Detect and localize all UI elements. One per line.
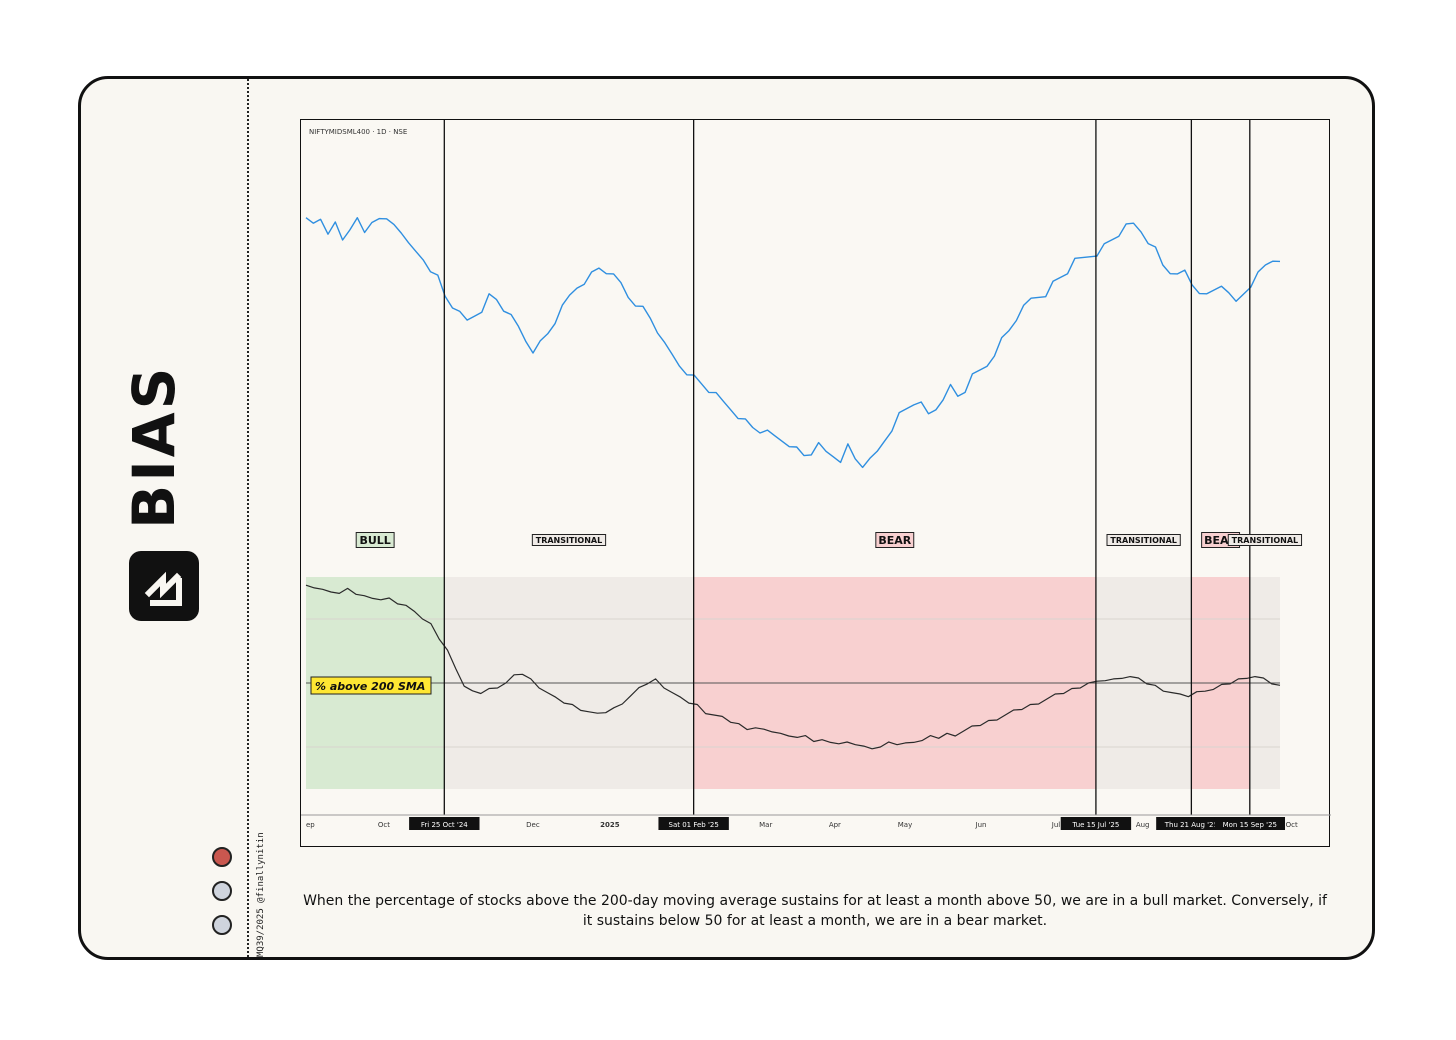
card: BIAS MQ39/2025 @finallynitin BULL TRANSIT… [78,76,1375,960]
x-tick-6: May [898,821,912,829]
x-tick-8: Jul [1051,821,1061,829]
chart-frame: BULL TRANSITIONAL BEAR TRANSITIONAL BEAR TRAN… [300,119,1331,847]
marker-date-box-1 [658,817,729,830]
regime-label-box-1 [531,534,607,546]
regime-label-box-2 [875,532,915,548]
logo-icon [129,551,199,621]
marker-date-label-2: Tue 15 Jul '25 [1072,821,1120,829]
regime-label-3: TRANSITIONAL [1110,536,1176,545]
marker-date-label-3: Thu 21 Aug '25 [1164,821,1218,829]
marker-date-box-2 [1060,817,1132,830]
x-tick-5: Apr [829,821,841,829]
x-tick-0: ep [306,821,315,829]
x-tick-7: Jun [975,821,987,829]
breadth-label-box [310,676,432,695]
brand-name: BIAS [120,364,188,529]
marker-date-box-3 [1156,817,1227,830]
price-line [305,216,1281,469]
x-tick-10: Oct [1286,821,1298,829]
breadth-line [305,584,1281,750]
x-tick-4: Mar [759,821,772,829]
breadth-label: % above 200 SMA [315,680,425,693]
marker-date-box-4 [1214,817,1286,830]
marker-date-box-0 [409,817,480,830]
marker-date-label-4: Mon 15 Sep '25 [1223,821,1277,829]
chart: BULL TRANSITIONAL BEAR TRANSITIONAL BEARTRAN… [301,120,1331,830]
regime-label-box-5 [1227,534,1303,546]
regime-label-5: TRANSITIONAL [1232,536,1298,545]
regime-label-box-3 [1106,534,1181,546]
x-tick-3: 2025 [600,821,620,829]
gray-dot-1 [212,881,232,901]
symbol-label: NIFTYMIDSML400 · 1D · NSE [309,128,407,136]
marker-date-label-0: Fri 25 Oct '24 [421,821,468,829]
regime-label-1: TRANSITIONAL [536,536,602,545]
regime-label-0: BULL [359,534,390,547]
credit-text: MQ39/2025 @finallynitin [256,832,266,957]
x-tick-1: Oct [378,821,390,829]
gray-dot-2 [212,915,232,935]
x-tick-2: Dec [526,821,540,829]
regime-label-2: BEAR [878,534,911,547]
x-tick-9: Aug [1136,821,1150,829]
marker-date-label-1: Sat 01 Feb '25 [669,821,719,829]
regime-label-box-0 [355,532,395,548]
red-dot [212,847,232,867]
dotted-divider [247,79,249,957]
caption: When the percentage of stocks above the … [303,893,1327,929]
